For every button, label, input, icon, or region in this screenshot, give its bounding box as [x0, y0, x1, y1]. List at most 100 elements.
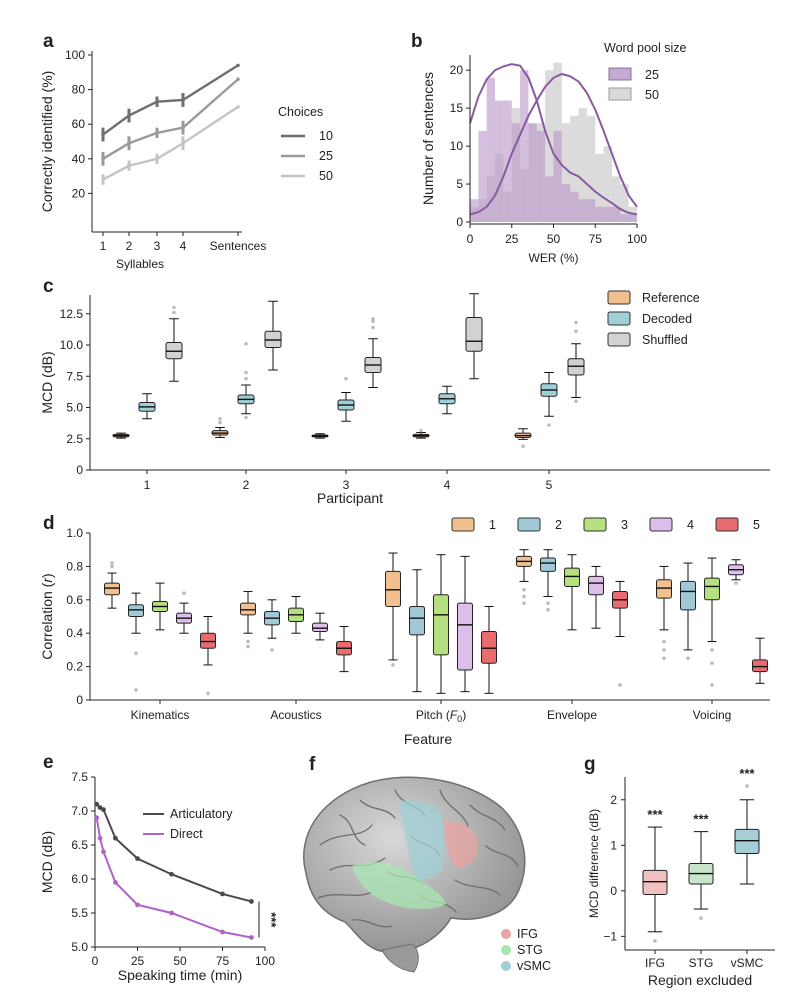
box-iqr [240, 602, 256, 616]
data-point [220, 891, 225, 897]
box-outlier [371, 319, 375, 324]
box-outlier [574, 320, 578, 325]
x-tick-label: Envelope [547, 708, 597, 722]
panel-a: a 20 40 60 80 100 1 2 3 4 Sentences Syllables Correc… [39, 31, 333, 271]
histogram-bar [586, 199, 596, 222]
box-plot [540, 549, 556, 612]
x-tick-label: 0 [467, 232, 474, 246]
box-outlier [134, 651, 138, 656]
data-point [135, 902, 140, 908]
y-axis-label-main: Correlation ( [39, 582, 55, 659]
data-point [236, 63, 240, 68]
box-plot-vsmc [734, 784, 760, 885]
x-tick-label: Acoustics [270, 708, 321, 722]
legend-dot [501, 961, 511, 971]
histogram-bar [561, 184, 571, 222]
y-tick-label: 15 [450, 101, 464, 115]
y-tick-label: 12.5 [60, 307, 84, 321]
box-plot-ifg [642, 826, 668, 943]
brain-sulcus [351, 919, 393, 928]
legend-swatch [715, 517, 739, 532]
data-point [113, 880, 118, 885]
x-tick-label: 50 [547, 232, 561, 246]
legend-label: 5 [753, 518, 760, 532]
legend-title: Choices [278, 105, 323, 119]
legend-swatch [649, 517, 673, 532]
y-axis-label-end: ) [39, 573, 55, 578]
histogram-bar [611, 176, 621, 222]
data-point [127, 113, 131, 118]
series-shuffled [165, 293, 585, 404]
series-10 [101, 63, 240, 142]
data-point [220, 929, 225, 935]
x-tick-label: 3 [343, 478, 350, 492]
histogram-bar [511, 123, 521, 222]
data-point [236, 77, 240, 82]
histogram-bar [478, 130, 487, 222]
x-tick-label-pitch: Pitch (F0) [416, 708, 466, 724]
histogram-bar [570, 191, 579, 222]
box-outlier [710, 648, 714, 652]
x-axis-label: Region excluded [648, 972, 752, 988]
box-plot [240, 590, 256, 649]
brain-sulcus [454, 879, 501, 896]
series-direct [94, 815, 254, 940]
data-point [181, 141, 185, 146]
legend-dot [501, 945, 511, 955]
box-plot-stg [688, 831, 714, 920]
data-point [155, 99, 159, 104]
box-plot [409, 569, 425, 693]
x-tick-label: 100 [627, 232, 647, 246]
box-outlier [710, 661, 714, 666]
x-tick-label: 100 [255, 954, 275, 968]
y-tick-label: 100 [65, 48, 85, 62]
box-plot [564, 554, 580, 631]
significance-marker: *** [693, 812, 709, 827]
brain-illustration [303, 776, 526, 973]
box-iqr [312, 622, 328, 633]
histogram-bar [628, 214, 637, 222]
y-axis-label-var: r [39, 577, 55, 583]
histogram-bar [595, 206, 604, 222]
panel-label-c: c [43, 276, 54, 297]
data-point [181, 98, 185, 102]
y-tick-label: 5 [456, 177, 463, 191]
box-plot [612, 580, 628, 687]
pitch-label-end: ) [462, 708, 466, 722]
box-plot [165, 305, 183, 382]
box-outlier [218, 416, 222, 421]
box-iqr [752, 659, 768, 673]
box-outlier [734, 581, 738, 585]
x-tick-label: 25 [131, 954, 145, 968]
histogram-25 [470, 70, 637, 222]
series-2 [128, 549, 696, 693]
series-articulatory [94, 801, 254, 904]
legend-swatch [583, 517, 607, 532]
series-25 [101, 77, 240, 166]
histogram-bar [545, 176, 554, 222]
box-iqr [385, 570, 401, 607]
box-outlier [522, 601, 526, 605]
y-axis-label: Correctly identified (%) [39, 71, 55, 213]
histogram-bar [495, 100, 504, 222]
box-iqr [656, 579, 672, 599]
histogram-bar [561, 123, 571, 222]
box-plot [704, 557, 720, 687]
legend-label: STG [517, 943, 543, 957]
y-tick-label: 5.5 [71, 906, 88, 920]
brain-sulcus [485, 845, 519, 867]
box-iqr [588, 575, 604, 596]
data-point [169, 910, 174, 916]
box-plot [128, 592, 144, 692]
y-tick-label: 6.5 [71, 838, 88, 852]
histogram-bar [578, 108, 587, 222]
box-plot [200, 616, 216, 696]
histogram-bar [578, 199, 587, 222]
brain-sulcus [359, 799, 396, 819]
data-point [101, 849, 106, 855]
data-point [127, 163, 131, 168]
y-axis-label: MCD difference (dB) [587, 809, 601, 918]
box-plot [412, 428, 430, 439]
box-plot [237, 341, 255, 420]
x-tick-label: 1 [144, 478, 151, 492]
